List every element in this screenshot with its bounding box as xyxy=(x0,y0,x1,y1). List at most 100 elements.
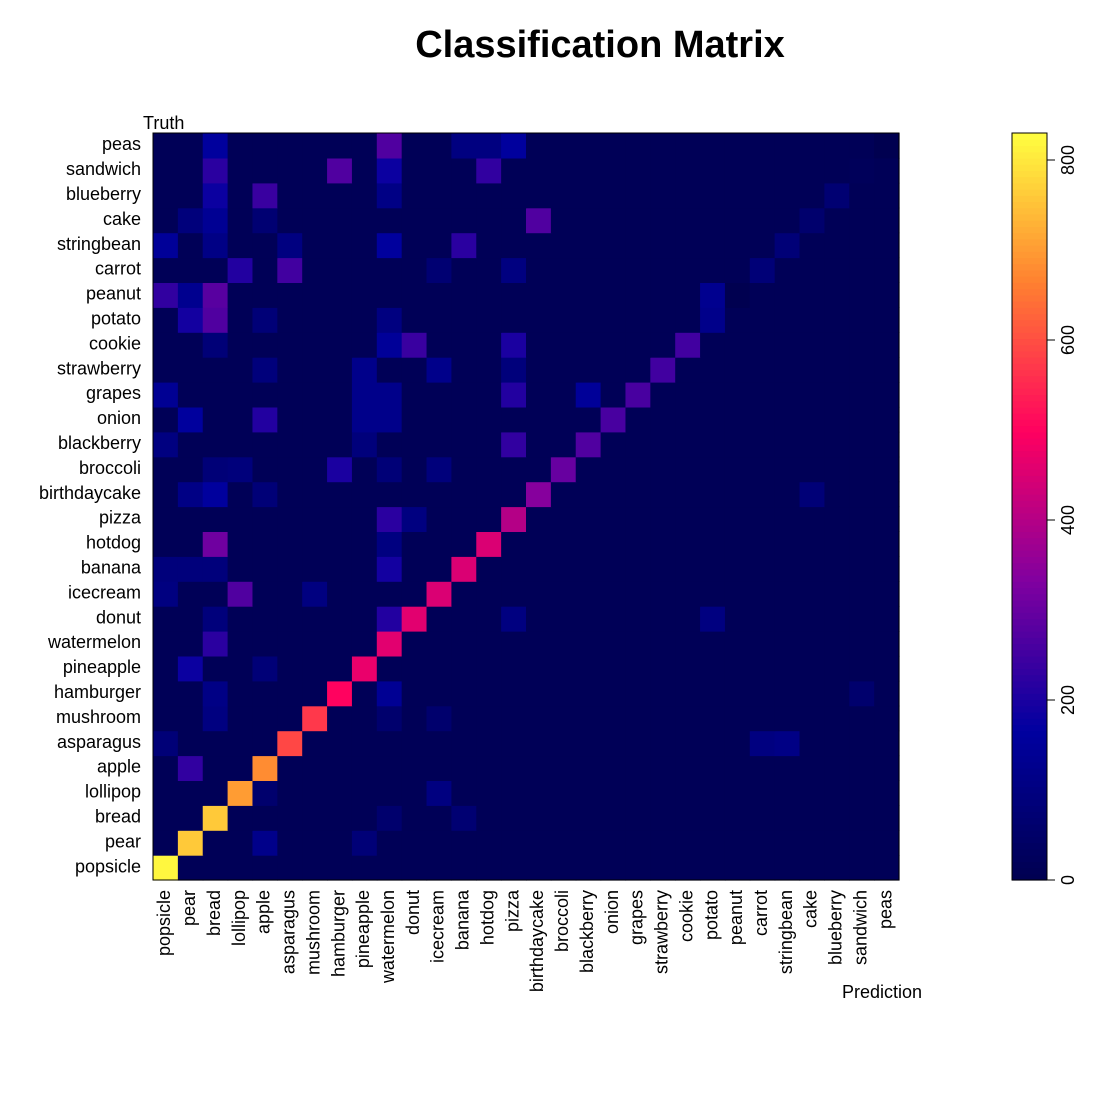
heatmap-cell-potato-asparagus xyxy=(277,307,303,333)
heatmap-cell-potato-birthdaycake xyxy=(526,307,552,333)
heatmap-cell-pear-hamburger xyxy=(327,830,353,856)
heatmap-cell-peas-potato xyxy=(700,133,726,159)
heatmap-cell-pear-strawberry xyxy=(650,830,676,856)
heatmap-cell-banana-icecream xyxy=(426,556,452,582)
heatmap-cell-blueberry-pineapple xyxy=(351,182,378,209)
heatmap-cell-banana-broccoli xyxy=(550,556,577,582)
colorbar-step xyxy=(1012,145,1047,153)
heatmap-cell-pineapple-apple xyxy=(252,655,278,682)
heatmap-cell-sandwich-asparagus xyxy=(277,157,303,184)
heatmap-cell-bread-pear xyxy=(177,805,204,831)
heatmap-cell-asparagus-blueberry xyxy=(824,730,850,757)
colorbar-step xyxy=(1012,394,1047,402)
colorbar-tick-label: 600 xyxy=(1058,325,1078,355)
heatmap-cell-peas-bread xyxy=(202,133,229,159)
heatmap-cell-cake-sandwich xyxy=(849,207,875,234)
colorbar-step xyxy=(1012,718,1047,725)
heatmap-cell-hamburger-hotdog xyxy=(476,680,502,707)
heatmap-cell-icecream-stringbean xyxy=(774,581,801,607)
heatmap-cell-onion-donut xyxy=(401,406,428,433)
heatmap-cell-birthdaycake-stringbean xyxy=(774,481,801,508)
heatmap-cell-sandwich-blackberry xyxy=(575,157,602,184)
colorbar-step xyxy=(1012,637,1047,645)
heatmap-cell-bread-blackberry xyxy=(575,805,602,831)
heatmap-cell-hotdog-cookie xyxy=(675,531,701,557)
heatmap-cell-hamburger-potato xyxy=(700,680,726,707)
heatmap-cell-sandwich-grapes xyxy=(625,157,651,184)
heatmap-cell-hamburger-lollipop xyxy=(227,680,254,707)
heatmap-cell-cake-onion xyxy=(600,207,627,234)
heatmap-cell-pear-pizza xyxy=(501,830,527,856)
heatmap-cell-apple-potato xyxy=(700,755,726,781)
heatmap-cell-pineapple-pineapple xyxy=(351,655,378,682)
heatmap-cell-cake-stringbean xyxy=(774,207,801,234)
heatmap-cell-pear-stringbean xyxy=(774,830,801,856)
heatmap-cell-donut-donut xyxy=(401,606,428,632)
heatmap-cell-grapes-pear xyxy=(177,382,204,408)
heatmap-cell-blueberry-potato xyxy=(700,182,726,209)
y-tick-label-mushroom: mushroom xyxy=(56,707,141,727)
heatmap-cell-banana-banana xyxy=(451,556,477,582)
heatmap-cell-birthdaycake-pineapple xyxy=(351,481,378,508)
heatmap-cell-sandwich-mushroom xyxy=(302,157,328,184)
heatmap-cell-pear-cookie xyxy=(675,830,701,856)
heatmap-cell-apple-pineapple xyxy=(351,755,378,781)
colorbar-step xyxy=(1012,251,1047,259)
heatmap-cell-lollipop-strawberry xyxy=(650,780,676,806)
heatmap-cell-mushroom-potato xyxy=(700,705,726,732)
heatmap-cell-peanut-popsicle xyxy=(153,282,179,308)
colorbar-step xyxy=(1012,817,1047,825)
heatmap-cell-asparagus-pear xyxy=(177,730,204,757)
heatmap-cell-strawberry-peanut xyxy=(724,357,751,383)
heatmap-cell-peas-pineapple xyxy=(351,133,378,159)
heatmap-cell-blueberry-apple xyxy=(252,182,278,209)
heatmap-cell-hotdog-broccoli xyxy=(550,531,577,557)
heatmap-cell-grapes-asparagus xyxy=(277,382,303,408)
heatmap-cell-bread-mushroom xyxy=(302,805,328,831)
heatmap-cell-cake-icecream xyxy=(426,207,452,234)
colorbar-step xyxy=(1012,406,1047,414)
heatmap-cell-icecream-donut xyxy=(401,581,428,607)
colorbar-step xyxy=(1012,699,1047,707)
heatmap-cell-potato-pizza xyxy=(501,307,527,333)
heatmap-cell-apple-strawberry xyxy=(650,755,676,781)
heatmap-cell-apple-peas xyxy=(874,755,900,781)
heatmap-cell-popsicle-pizza xyxy=(501,855,527,881)
heatmap-cell-pineapple-banana xyxy=(451,655,477,682)
heatmap-cell-potato-pineapple xyxy=(351,307,378,333)
heatmap-cell-bread-cookie xyxy=(675,805,701,831)
heatmap-cell-blueberry-peanut xyxy=(724,182,751,209)
heatmap-cell-bread-onion xyxy=(600,805,627,831)
heatmap-cell-donut-strawberry xyxy=(650,606,676,632)
heatmap-cell-lollipop-asparagus xyxy=(277,780,303,806)
x-tick-label-hotdog: hotdog xyxy=(477,890,497,945)
heatmap-cell-pear-watermelon xyxy=(376,830,403,856)
colorbar-step xyxy=(1012,388,1047,396)
heatmap-cell-peas-stringbean xyxy=(774,133,801,159)
heatmap-cell-peas-blueberry xyxy=(824,133,850,159)
heatmap-cell-peanut-bread xyxy=(202,282,229,308)
heatmap-cell-onion-watermelon xyxy=(376,406,403,433)
heatmap-cell-hotdog-stringbean xyxy=(774,531,801,557)
heatmap-cell-asparagus-peas xyxy=(874,730,900,757)
heatmap-cell-pear-peas xyxy=(874,830,900,856)
heatmap-cell-broccoli-onion xyxy=(600,456,627,483)
heatmap-cell-hotdog-onion xyxy=(600,531,627,557)
heatmap-cell-pizza-cookie xyxy=(675,506,701,532)
heatmap-cell-onion-hotdog xyxy=(476,406,502,433)
heatmap-cell-sandwich-stringbean xyxy=(774,157,801,184)
heatmap-cell-strawberry-blackberry xyxy=(575,357,602,383)
heatmap-cell-sandwich-peanut xyxy=(724,157,751,184)
heatmap-cell-icecream-apple xyxy=(252,581,278,607)
heatmap-cell-mushroom-stringbean xyxy=(774,705,801,732)
y-tick-label-bread: bread xyxy=(95,807,141,827)
heatmap-cell-carrot-carrot xyxy=(749,257,776,283)
heatmap-cell-blueberry-cake xyxy=(799,182,825,209)
heatmap-cell-peanut-blueberry xyxy=(824,282,850,308)
colorbar-step xyxy=(1012,643,1047,651)
heatmap-cell-donut-carrot xyxy=(749,606,776,632)
heatmap-cell-mushroom-hotdog xyxy=(476,705,502,732)
y-tick-label-donut: donut xyxy=(96,607,141,627)
heatmap-cell-hamburger-icecream xyxy=(426,680,452,707)
heatmap-cell-birthdaycake-pizza xyxy=(501,481,527,508)
